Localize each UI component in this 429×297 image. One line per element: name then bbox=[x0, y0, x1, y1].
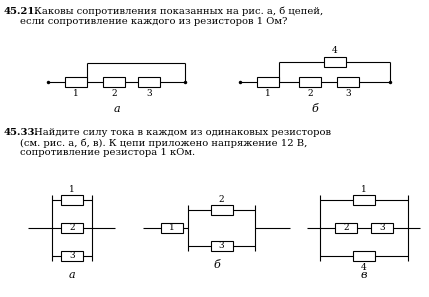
Text: Найдите силу тока в каждом из одинаковых резисторов: Найдите силу тока в каждом из одинаковых… bbox=[34, 128, 331, 137]
Text: в: в bbox=[361, 270, 367, 280]
Text: 2: 2 bbox=[307, 89, 313, 98]
Bar bbox=[61, 195, 83, 205]
Text: 1: 1 bbox=[265, 89, 271, 98]
Bar bbox=[65, 77, 87, 87]
Text: 2: 2 bbox=[111, 89, 117, 98]
Text: (см. рис. а, б, в). К цепи приложено напряжение 12 В,: (см. рис. а, б, в). К цепи приложено нап… bbox=[20, 138, 307, 148]
Text: а: а bbox=[69, 270, 76, 280]
Text: а: а bbox=[113, 104, 120, 114]
Text: 4: 4 bbox=[332, 46, 337, 55]
Bar bbox=[353, 251, 375, 261]
Text: 1: 1 bbox=[169, 224, 175, 233]
Bar bbox=[299, 77, 321, 87]
Bar bbox=[353, 195, 375, 205]
Bar bbox=[211, 241, 233, 251]
Text: 3: 3 bbox=[345, 89, 351, 98]
Bar bbox=[103, 77, 125, 87]
Text: сопротивление резистора 1 кОм.: сопротивление резистора 1 кОм. bbox=[20, 148, 195, 157]
Text: 4: 4 bbox=[361, 263, 367, 272]
Bar bbox=[211, 205, 233, 215]
Text: б: б bbox=[311, 104, 318, 114]
Text: 45.21.: 45.21. bbox=[4, 7, 39, 16]
Bar bbox=[138, 77, 160, 87]
Text: 1: 1 bbox=[73, 89, 79, 98]
Text: 2: 2 bbox=[69, 224, 75, 233]
Bar bbox=[337, 77, 359, 87]
Text: б: б bbox=[213, 260, 220, 270]
Bar bbox=[371, 223, 393, 233]
Text: 2: 2 bbox=[219, 195, 224, 204]
Text: 45.33.: 45.33. bbox=[4, 128, 39, 137]
Text: 3: 3 bbox=[219, 241, 224, 250]
Text: 3: 3 bbox=[146, 89, 152, 98]
Bar bbox=[323, 57, 345, 67]
Text: 3: 3 bbox=[379, 224, 385, 233]
Text: если сопротивление каждого из резисторов 1 Ом?: если сопротивление каждого из резисторов… bbox=[20, 17, 287, 26]
Bar bbox=[61, 223, 83, 233]
Text: Каковы сопротивления показанных на рис. а, б цепей,: Каковы сопротивления показанных на рис. … bbox=[34, 7, 323, 17]
Text: 1: 1 bbox=[69, 185, 75, 194]
Bar bbox=[161, 223, 183, 233]
Text: 3: 3 bbox=[69, 252, 75, 260]
Bar bbox=[335, 223, 357, 233]
Bar bbox=[257, 77, 279, 87]
Text: 1: 1 bbox=[361, 185, 367, 194]
Bar bbox=[61, 251, 83, 261]
Text: 2: 2 bbox=[343, 224, 349, 233]
